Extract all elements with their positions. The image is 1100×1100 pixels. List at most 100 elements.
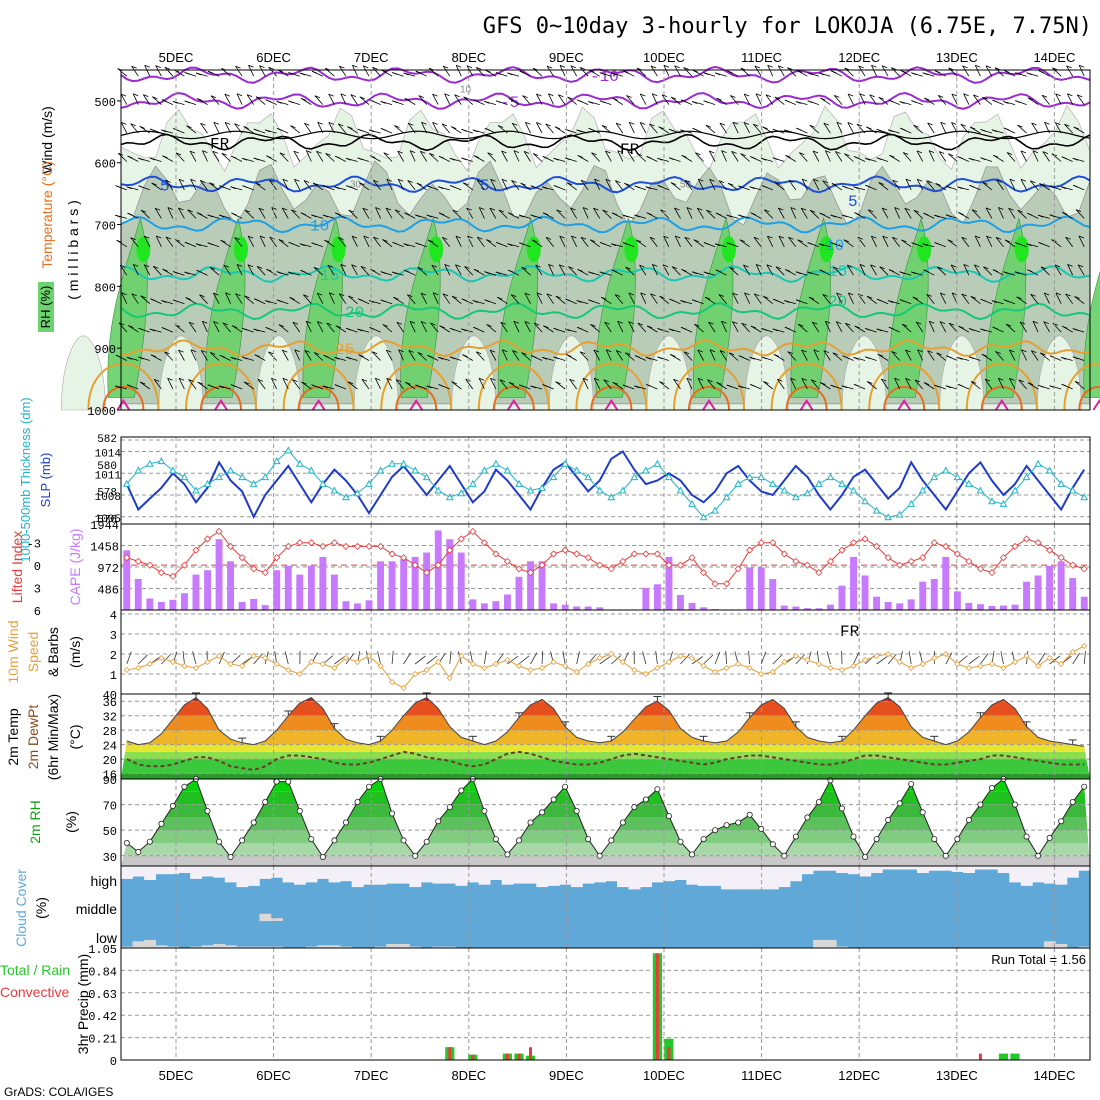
wind-barb-flag: [409, 150, 416, 153]
wind-barb-flag: [945, 385, 951, 389]
wind-barb-flag: [131, 293, 137, 297]
rh-point: [492, 836, 499, 843]
wind-barb: [614, 180, 624, 191]
wind-barb: [259, 235, 266, 247]
wind-barb-flag: [339, 65, 345, 69]
temp-contour: [120, 175, 1091, 194]
cloud-high-clear: [201, 866, 214, 877]
wind-barb: [120, 93, 128, 105]
wind-barb-flag: [398, 178, 404, 182]
wind-barb: [511, 122, 520, 134]
wind-barb-flag: [1030, 180, 1036, 184]
wind-barb: [916, 179, 924, 191]
wind-barb-flag: [767, 64, 773, 68]
wind-barb-flag: [750, 325, 757, 329]
cloud-high-clear: [686, 866, 699, 885]
wind-barb-flag: [178, 207, 184, 211]
wind-barb: [347, 381, 358, 390]
wind-barb: [858, 65, 866, 77]
wind-barb-flag: [156, 235, 162, 239]
temp-color-band: [121, 773, 1090, 779]
wind-barb: [533, 322, 543, 333]
wind-barb: [140, 209, 151, 219]
wind-barb-flag: [929, 320, 935, 324]
wind-barb-flag: [511, 294, 517, 297]
li-point: [780, 550, 788, 558]
wind-barb-flag: [299, 243, 305, 247]
wind-barb-flag: [945, 214, 952, 218]
thickness-point: [284, 446, 293, 454]
thickness-tick-label: 580: [97, 461, 117, 473]
wind-barb-flag: [703, 72, 709, 75]
wind-barb: [755, 264, 762, 276]
wind-barb-flag: [869, 94, 875, 98]
wind-barb: [755, 93, 762, 105]
wind-barb: [1030, 294, 1039, 304]
wind-barb-flag: [276, 271, 282, 274]
cloud-low-bar: [824, 939, 837, 948]
wind-barb: [809, 124, 820, 134]
wind-barb-flag: [369, 99, 375, 103]
cape-bar: [319, 556, 327, 610]
wind-barb-flag: [1060, 186, 1067, 190]
wind-barb-flag: [335, 155, 341, 159]
li-point: [423, 569, 431, 577]
wind10-point: [158, 654, 165, 662]
wind-barb: [154, 207, 162, 219]
temp-contour-warm: [965, 362, 1038, 411]
wind-barb-flag: [541, 186, 548, 190]
wind-barb-flag: [265, 300, 271, 303]
wind-barb: [313, 266, 324, 276]
wind-barb: [152, 96, 162, 105]
wind10-point: [596, 654, 603, 662]
wind-barb: [259, 65, 266, 77]
wind-barb-flag: [842, 185, 848, 189]
wind-barb: [375, 207, 381, 219]
wind-barb: [522, 95, 531, 105]
wind-barb-flag: [902, 323, 908, 327]
wind-barb-flag: [153, 379, 160, 382]
wind-barb-flag: [612, 97, 618, 101]
cloud-low-bar: [386, 944, 399, 948]
wind-barb-flag: [559, 64, 566, 68]
thickness-point: [180, 473, 189, 481]
thickness-point: [434, 486, 443, 494]
wind-barb: [593, 349, 601, 361]
wind-barb: [892, 179, 901, 191]
wind-barb-flag: [536, 292, 543, 296]
wind-barb: [340, 264, 347, 276]
li-point: [699, 569, 708, 577]
footer-credit: GrADS: COLA/IGES: [4, 1085, 113, 1099]
wind-barb-flag: [317, 121, 323, 125]
wind-barb-flag: [650, 65, 657, 69]
wind-barb: [894, 207, 901, 219]
rh-point: [308, 836, 315, 843]
wind-barb-flag: [566, 182, 573, 186]
thickness-point: [376, 466, 385, 474]
cloud-high-clear: [1009, 866, 1022, 883]
li-line: [126, 530, 1085, 585]
wind-barb-flag: [924, 97, 930, 101]
wind-barb-flag: [911, 242, 917, 245]
wind-barb-flag: [299, 72, 305, 76]
wind-barb: [683, 67, 693, 77]
wind-barb: [798, 323, 808, 333]
wind-barb: [348, 295, 358, 305]
wind-barb: [1009, 178, 1016, 191]
wind-barb-flag: [334, 384, 340, 387]
wind-barb: [508, 381, 520, 390]
slp-tick-label: 1011: [95, 470, 122, 482]
wind-barb-flag: [1003, 299, 1009, 302]
wind-barb: [589, 239, 600, 248]
wind-barb-flag: [513, 150, 520, 153]
wind-barb-flag: [1014, 72, 1021, 76]
wind-barb-flag: [338, 123, 344, 127]
cloud-ylabel: Cloud Cover: [13, 869, 29, 947]
pressure-tick-label: 800: [94, 281, 116, 295]
rh-point: [504, 851, 511, 858]
wind-barb: [627, 151, 635, 162]
cape-bar: [388, 561, 396, 610]
wind-barb: [859, 264, 866, 276]
wind10-barb: [599, 656, 611, 665]
wind-barb-flag: [825, 150, 831, 153]
